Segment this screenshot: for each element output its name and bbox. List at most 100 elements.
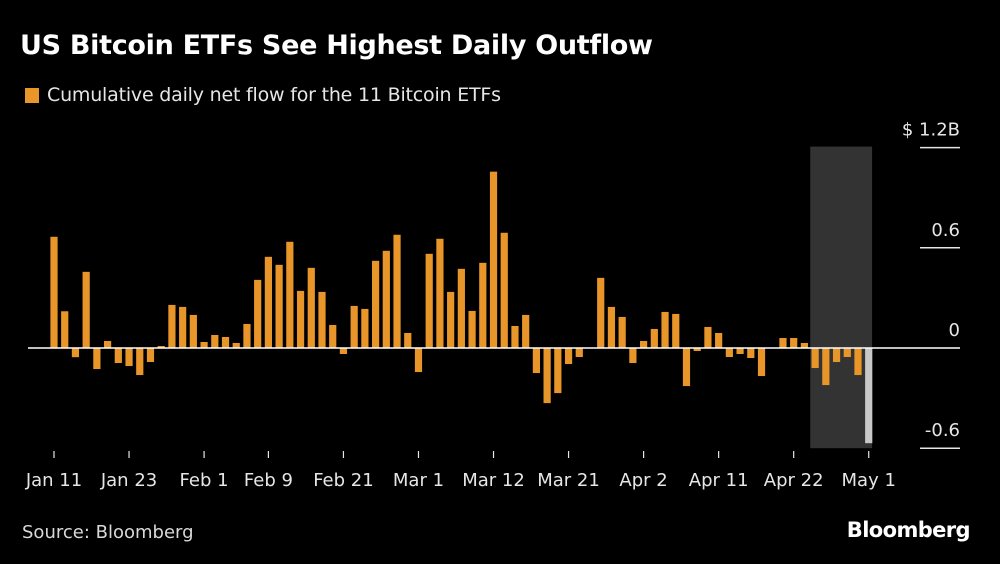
bar [704,326,712,348]
bar [757,348,766,377]
bar [854,348,862,376]
bar [522,314,530,348]
y-axis-ticks: $ 1.2B 0.6 0 -0.6 [902,120,960,449]
bar [200,341,208,348]
bar [157,345,165,348]
y-tick-label: $ 1.2B [902,120,960,141]
bar [350,305,358,348]
bar [125,348,133,367]
bar [372,260,380,348]
x-tick-label: Jan 23 [100,470,157,491]
x-tick-label: Jan 11 [25,470,82,491]
bar [361,308,369,348]
bar [865,348,873,444]
bars-layer [50,171,873,444]
x-tick-label: Mar 1 [393,470,444,491]
bar [425,253,433,348]
bar [661,311,669,348]
bar [693,348,701,352]
bar [146,348,155,363]
bar [179,306,187,348]
bar [725,348,733,358]
bar [672,313,680,348]
bar [822,348,830,386]
bar [489,171,498,348]
bar [318,291,326,348]
bar [414,348,423,373]
bar [211,334,219,348]
x-tick-label: Apr 22 [764,470,824,491]
bar [650,328,658,348]
bar [564,348,573,365]
x-tick-label: Apr 2 [619,470,667,491]
bar [82,271,90,348]
bar [543,348,551,404]
bar [329,324,337,348]
bar [832,348,841,363]
x-tick-label: Apr 11 [689,470,749,491]
bar [715,332,723,348]
x-axis-ticks: Jan 11 Jan 23 Feb 1 Feb 9 Feb 21 Mar 1 Mar 12 M… [25,451,896,491]
bar [114,348,122,364]
x-tick-label: Feb 21 [313,470,374,491]
x-tick-label: Mar 21 [537,470,600,491]
x-tick-label: May 1 [842,470,896,491]
bar [457,268,465,348]
bar [607,306,616,348]
bar [286,241,294,348]
bar [189,314,197,348]
bar [104,340,112,348]
bar [382,250,390,348]
source-note: Source: Bloomberg [22,522,194,543]
highlight-band [810,146,873,449]
bar [61,311,69,348]
bar [779,337,787,348]
bar [736,348,744,355]
bloomberg-logo: Bloomberg [846,518,971,542]
bar [843,348,851,358]
bar [682,348,691,387]
bar [136,348,144,376]
bar [296,290,305,348]
bar [447,291,455,348]
bar [275,264,283,348]
bar [50,236,58,348]
bar [800,342,808,348]
x-tick-label: Mar 12 [462,470,525,491]
bar [254,279,262,348]
bar [618,316,626,348]
chart-title: US Bitcoin ETFs See Highest Daily Outflo… [20,30,653,61]
bar [93,348,101,370]
legend-label: Cumulative daily net flow for the 11 Bit… [47,84,501,106]
legend-swatch [25,87,39,103]
bar [221,336,230,348]
bar [554,348,562,394]
bar [811,348,819,369]
bar [393,234,401,348]
bar [404,332,412,348]
bar [232,342,240,348]
x-tick-label: Feb 9 [244,470,293,491]
bar [168,304,176,348]
bar [747,348,755,359]
bar [307,267,315,348]
bar [479,262,487,348]
bar [629,348,637,364]
y-tick-label: 0 [949,320,960,341]
bar [575,348,583,358]
highlight-band-layer [810,146,873,449]
bar [243,323,251,348]
bar [790,337,798,348]
bar [264,256,272,348]
y-tick-label: -0.6 [925,420,960,441]
y-tick-label: 0.6 [931,220,960,241]
bar [640,340,648,348]
legend: Cumulative daily net flow for the 11 Bit… [25,84,501,106]
bar [597,277,605,348]
bar [339,348,348,355]
bar [532,348,540,374]
bar [468,310,476,348]
bar [436,238,444,348]
x-tick-label: Feb 1 [180,470,229,491]
